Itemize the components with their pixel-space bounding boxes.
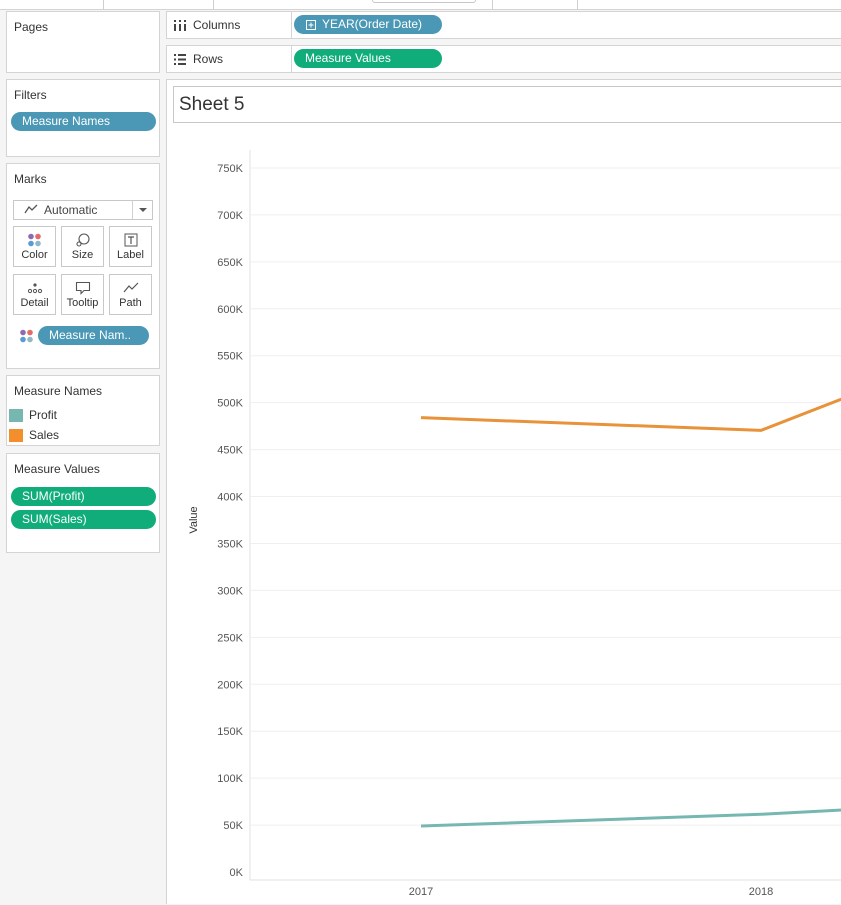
y-tick-label: 200K — [217, 679, 243, 691]
series-line-profit — [420, 808, 841, 828]
color-button-label: Color — [21, 249, 48, 261]
marks-title: Marks — [14, 172, 47, 186]
legend-label-sales: Sales — [29, 428, 60, 442]
legend-swatch-sales — [9, 429, 23, 442]
sheet-title[interactable]: Sheet 5 — [173, 86, 841, 123]
y-tick-label: 100K — [217, 773, 243, 785]
rows-icon — [174, 54, 186, 65]
y-tick-label: 250K — [217, 632, 243, 644]
top-tab-strip — [0, 0, 841, 10]
series-line-sales — [420, 397, 841, 432]
chevron-down-icon[interactable] — [132, 201, 152, 219]
measure-values-title: Measure Values — [14, 462, 100, 476]
tooltip-button[interactable]: Tooltip — [61, 274, 104, 315]
label-button[interactable]: Label — [109, 226, 152, 267]
size-icon — [62, 232, 103, 248]
pages-card[interactable]: Pages — [6, 11, 160, 73]
filters-title: Filters — [14, 88, 47, 102]
size-button-label: Size — [71, 249, 94, 261]
detail-button[interactable]: Detail — [13, 274, 56, 315]
y-tick-label: 400K — [217, 492, 243, 504]
measure-values-card: Measure Values SUM(Profit) SUM(Sales) — [6, 453, 160, 553]
y-axis-title: Value — [188, 506, 200, 533]
columns-pill-year-order-date[interactable]: YEAR(Order Date) — [294, 15, 442, 34]
tab-stub[interactable] — [372, 0, 476, 3]
detail-dots-icon — [14, 280, 55, 296]
marks-color-pill[interactable]: Measure Nam.. — [38, 326, 149, 345]
columns-label: Columns — [193, 18, 241, 32]
line-chart-icon — [24, 204, 38, 214]
x-tick-label: 2017 — [409, 886, 433, 898]
filter-pill-measure-names[interactable]: Measure Names — [11, 112, 156, 131]
y-tick-label: 750K — [217, 163, 243, 175]
y-tick-label: 600K — [217, 304, 243, 316]
text-label-icon — [110, 232, 151, 248]
columns-shelf[interactable]: Columns YEAR(Order Date) — [166, 11, 841, 39]
color-button[interactable]: Color — [13, 226, 56, 267]
color-encoding-icon — [19, 329, 35, 348]
columns-icon — [174, 20, 186, 31]
tooltip-icon — [62, 280, 103, 296]
path-icon — [110, 280, 151, 296]
worksheet-canvas: Sheet 5 0K 50K 100K 150K 200K 250K 300K 350K 400… — [166, 79, 841, 904]
tooltip-button-label: Tooltip — [66, 297, 99, 309]
y-tick-label: 550K — [217, 351, 243, 363]
y-tick-label: 700K — [217, 210, 243, 222]
columns-pill-label: YEAR(Order Date) — [322, 17, 423, 31]
marks-card: Marks Automatic Color Size Label Detail … — [6, 163, 160, 369]
path-button-label: Path — [119, 297, 142, 309]
y-tick-label: 0K — [230, 867, 244, 879]
legend-label-profit: Profit — [29, 408, 58, 422]
y-tick-label: 150K — [217, 726, 243, 738]
y-tick-label: 350K — [217, 538, 243, 550]
rows-shelf[interactable]: Rows Measure Values — [166, 45, 841, 73]
x-tick-label: 2018 — [749, 886, 773, 898]
measure-pill-sum-profit[interactable]: SUM(Profit) — [11, 487, 156, 506]
expand-plus-icon — [306, 20, 316, 30]
y-tick-label: 500K — [217, 398, 243, 410]
line-chart: 0K 50K 100K 150K 200K 250K 300K 350K 400K 450K 500… — [188, 150, 841, 898]
measure-names-legend: Measure Names Profit Sales — [6, 375, 160, 446]
label-button-label: Label — [117, 249, 144, 261]
path-button[interactable]: Path — [109, 274, 152, 315]
legend-title: Measure Names — [14, 384, 103, 398]
rows-label: Rows — [193, 52, 224, 66]
pages-title: Pages — [14, 20, 49, 34]
mark-type-dropdown[interactable]: Automatic — [13, 200, 153, 220]
rows-pill-measure-values[interactable]: Measure Values — [294, 49, 442, 68]
mark-type-label: Automatic — [44, 203, 98, 217]
color-dots-icon — [14, 232, 55, 248]
y-tick-label: 300K — [217, 585, 243, 597]
legend-swatch-profit — [9, 409, 23, 422]
filters-card[interactable]: Filters Measure Names — [6, 79, 160, 157]
size-button[interactable]: Size — [61, 226, 104, 267]
y-tick-label: 50K — [223, 820, 243, 832]
y-tick-label: 650K — [217, 257, 243, 269]
measure-pill-sum-sales[interactable]: SUM(Sales) — [11, 510, 156, 529]
y-tick-label: 450K — [217, 445, 243, 457]
detail-button-label: Detail — [20, 297, 49, 309]
